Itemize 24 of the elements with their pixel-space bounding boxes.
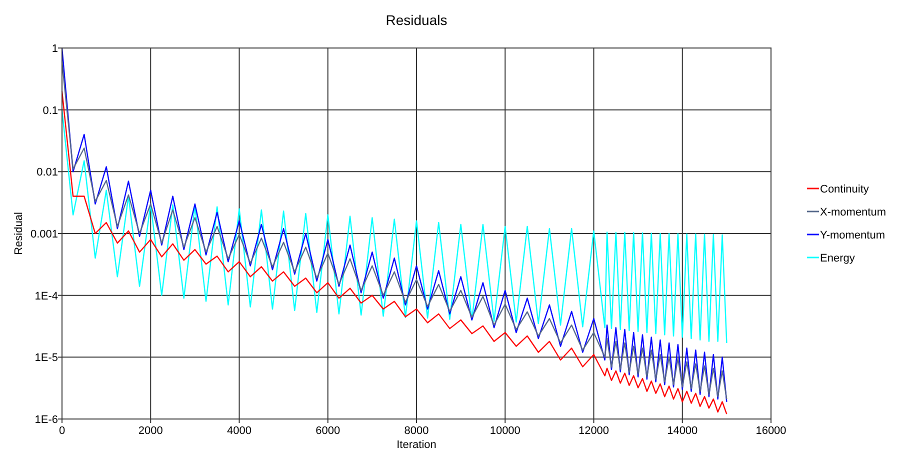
legend-label: Y-momentum	[820, 230, 886, 242]
x-tick-label: 12000	[578, 425, 610, 437]
y-tick-label: 0.01	[36, 166, 58, 179]
y-tick-label: 1	[52, 43, 58, 55]
y-tick-label: 1E-4	[34, 290, 58, 302]
x-tick-label: 16000	[756, 425, 786, 437]
legend-label: X-momentum	[820, 206, 886, 218]
chart-title: Residuals	[386, 12, 448, 28]
x-tick-label: 2000	[138, 425, 163, 437]
x-tick-label: 6000	[316, 425, 340, 437]
line-series	[61, 109, 728, 344]
x-tick-label: 4000	[227, 425, 252, 437]
x-tick-label: 0	[58, 425, 66, 437]
x-axis-title: Iteration	[396, 439, 436, 451]
legend-label: Continuity	[820, 184, 870, 196]
y-axis-title: Residual	[13, 212, 25, 255]
y-tick-label: 0.1	[42, 104, 58, 117]
x-tick-label: 14000	[667, 425, 698, 437]
y-tick-label: 1E-6	[34, 414, 58, 426]
legend-label: Energy	[820, 252, 856, 264]
x-tick-label: 8000	[404, 425, 429, 437]
y-tick-label: 1E-5	[34, 352, 58, 364]
y-tick-label: 0.001	[30, 228, 58, 240]
x-tick-label: 10000	[490, 425, 520, 437]
